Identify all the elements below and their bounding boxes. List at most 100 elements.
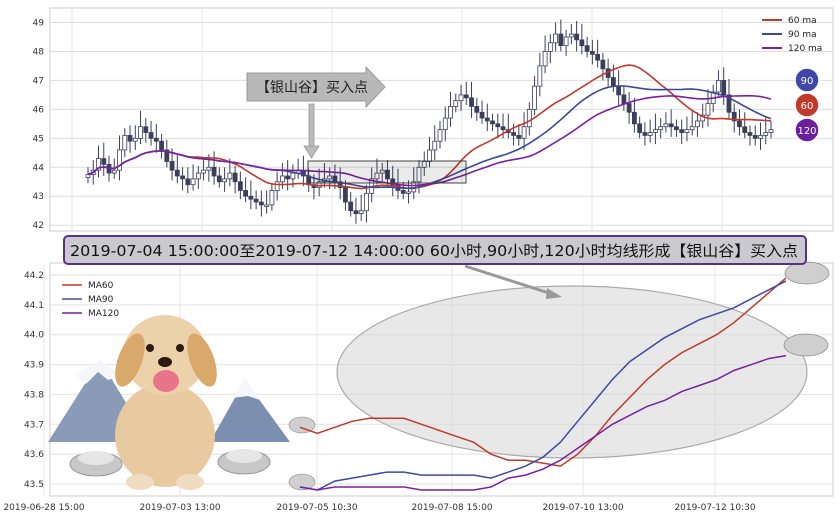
candle-body — [442, 117, 448, 131]
candle-body — [542, 51, 548, 67]
candle-body — [600, 59, 606, 70]
candle-body — [117, 149, 122, 171]
candle-body — [674, 126, 679, 131]
down-arrow-icon — [303, 103, 320, 159]
candle-body — [632, 111, 637, 125]
candle-body — [663, 123, 669, 128]
candle-body — [337, 181, 343, 188]
candle-body — [658, 126, 664, 131]
candle-body — [474, 106, 480, 113]
candle-body — [484, 117, 490, 122]
candle-body — [610, 77, 616, 87]
silver-ingot-icons — [69, 261, 830, 491]
top-y-tick-label: 46 — [33, 105, 45, 115]
banner-text: 2019-07-04 15:00:00至2019-07-12 14:00:00 … — [70, 242, 798, 260]
candle-body — [558, 33, 564, 47]
candle-body — [185, 178, 191, 186]
candle-body — [579, 39, 585, 47]
candle-body — [726, 94, 732, 113]
candle-body — [526, 108, 532, 128]
bottom-x-tick-label: 2019-07-10 13:00 — [542, 503, 623, 513]
candle-body — [96, 158, 101, 171]
candle-body — [190, 178, 196, 186]
candle-body — [737, 120, 742, 128]
candle-body — [584, 45, 590, 52]
candle-body — [721, 80, 727, 96]
candle-body — [695, 120, 700, 128]
signal-banner: 2019-07-04 15:00:00至2019-07-12 14:00:00 … — [63, 235, 807, 265]
candle-body — [653, 129, 658, 133]
candle-body — [122, 135, 128, 151]
candle-body — [637, 123, 643, 133]
legend-label-60ma: 60 ma — [788, 16, 817, 26]
badge-90 — [794, 67, 820, 93]
candle-body — [143, 126, 149, 133]
candle-body — [127, 135, 133, 142]
bottom-x-ticks: 2019-06-28 15:00 2019-07-03 13:00 2019-07-… — [3, 503, 755, 513]
candle-body — [269, 190, 275, 206]
top-y-tick-label: 47 — [33, 76, 44, 86]
candle-body — [374, 172, 380, 180]
candle-body — [353, 210, 359, 215]
candle-body — [216, 175, 222, 183]
top-y-tick-label: 43 — [33, 192, 44, 202]
bottom-ma-line-ma90 — [299, 280, 787, 491]
candle-body — [400, 190, 406, 194]
candle-body — [742, 126, 748, 133]
candle-body — [532, 85, 537, 110]
legend-label-ma120: MA120 — [88, 309, 119, 319]
top-y-ticks: 42 43 44 45 46 47 48 49 — [33, 18, 45, 231]
candle-body — [479, 111, 485, 119]
top-y-tick-label: 45 — [33, 134, 44, 144]
bottom-y-ticks: 43.5 43.6 43.7 43.8 43.9 44.0 44.1 44.2 — [24, 271, 44, 490]
bottom-x-tick-label: 2019-07-03 13:00 — [139, 503, 220, 513]
top-y-tick-label: 44 — [33, 163, 45, 173]
candle-body — [595, 53, 601, 61]
candle-body — [227, 172, 233, 180]
bottom-moving-averages — [299, 277, 787, 491]
top-y-tick-label: 48 — [33, 47, 45, 57]
bottom-legend: MA60 MA90 MA120 — [62, 281, 119, 319]
top-moving-averages — [87, 64, 772, 190]
candle-body — [148, 132, 154, 139]
badge-120-label: 120 — [797, 126, 816, 137]
candle-body — [211, 166, 217, 177]
candle-body — [253, 198, 259, 203]
candle-body — [589, 51, 595, 55]
candle-body — [427, 149, 432, 162]
candle-body — [679, 129, 685, 133]
legend-label-ma60: MA60 — [88, 281, 114, 291]
legend-label-ma90: MA90 — [88, 295, 114, 305]
bottom-y-tick-label: 44.0 — [24, 331, 44, 341]
candle-body — [453, 100, 459, 107]
candle-body — [379, 169, 385, 174]
candle-body — [500, 126, 506, 131]
candle-body — [364, 192, 369, 212]
bottom-y-tick-label: 44.2 — [24, 271, 44, 281]
candle-body — [731, 111, 737, 122]
candle-body — [568, 33, 574, 38]
top-legend: 60 ma 90 ma 120 ma — [762, 16, 822, 54]
candle-body — [511, 132, 516, 136]
candle-body — [264, 204, 270, 207]
bottom-y-tick-label: 43.9 — [24, 361, 44, 371]
candle-body — [222, 178, 228, 183]
candle-body — [626, 103, 632, 113]
candle-body — [153, 137, 159, 142]
candle-body — [521, 126, 527, 139]
candle-body — [285, 175, 291, 180]
top-grid — [50, 8, 833, 231]
candle-body — [343, 187, 348, 203]
candle-body — [201, 169, 206, 174]
candle-body — [111, 169, 117, 174]
bottom-x-tick-label: 2019-07-05 10:30 — [276, 503, 357, 513]
candle-body — [689, 126, 695, 131]
candle-body — [516, 135, 522, 139]
legend-label-120ma: 120 ma — [788, 44, 822, 54]
highlight-ellipse — [336, 285, 808, 459]
candle-body — [437, 129, 443, 142]
dog-illustration — [115, 315, 217, 490]
candle-body — [752, 135, 758, 139]
candle-body — [469, 97, 474, 107]
candle-body — [243, 190, 249, 197]
